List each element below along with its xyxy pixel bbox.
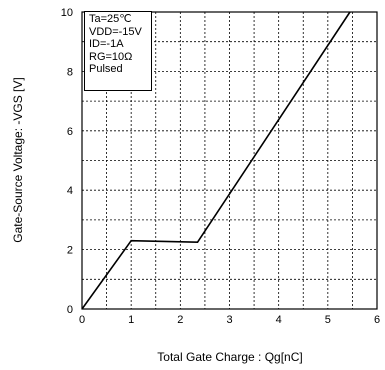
- x-tick-label: 2: [177, 314, 183, 326]
- condition-pulsed: Pulsed: [89, 63, 123, 76]
- condition-ta: Ta=25℃: [89, 13, 132, 25]
- condition-vdd: VDD=-15V: [89, 25, 142, 38]
- y-tick-label: 4: [67, 185, 73, 197]
- plot-frame: [81, 11, 378, 310]
- y-tick-label: 10: [61, 7, 73, 19]
- conditions-box: Ta=25℃ VDD=-15V ID=-1A RG=10Ω Pulsed: [84, 11, 152, 91]
- x-tick-label: 1: [128, 314, 134, 326]
- series: [81, 11, 351, 310]
- y-tick-label: 2: [67, 245, 73, 257]
- x-tick-label: 3: [226, 314, 232, 326]
- x-tick-label: 6: [374, 314, 380, 326]
- x-axis-title: Total Gate Charge : Qg[nC]: [157, 350, 303, 364]
- y-tick-label: 0: [67, 304, 73, 316]
- x-tick-label: 5: [325, 314, 331, 326]
- x-axis-ticks: 0 1 2 3 4 5 6: [79, 314, 380, 326]
- y-axis-title: Gate-Source Voltage: -VGS [V]: [11, 77, 25, 243]
- y-axis-ticks: 0 2 4 6 8 10: [61, 7, 73, 316]
- y-tick-label: 6: [67, 126, 73, 138]
- condition-rg: RG=10Ω: [89, 50, 133, 63]
- condition-id: ID=-1A: [89, 38, 124, 51]
- x-tick-label: 4: [276, 314, 282, 326]
- series-line-0: [81, 11, 351, 310]
- y-tick-label: 8: [67, 66, 73, 78]
- x-tick-label: 0: [79, 314, 85, 326]
